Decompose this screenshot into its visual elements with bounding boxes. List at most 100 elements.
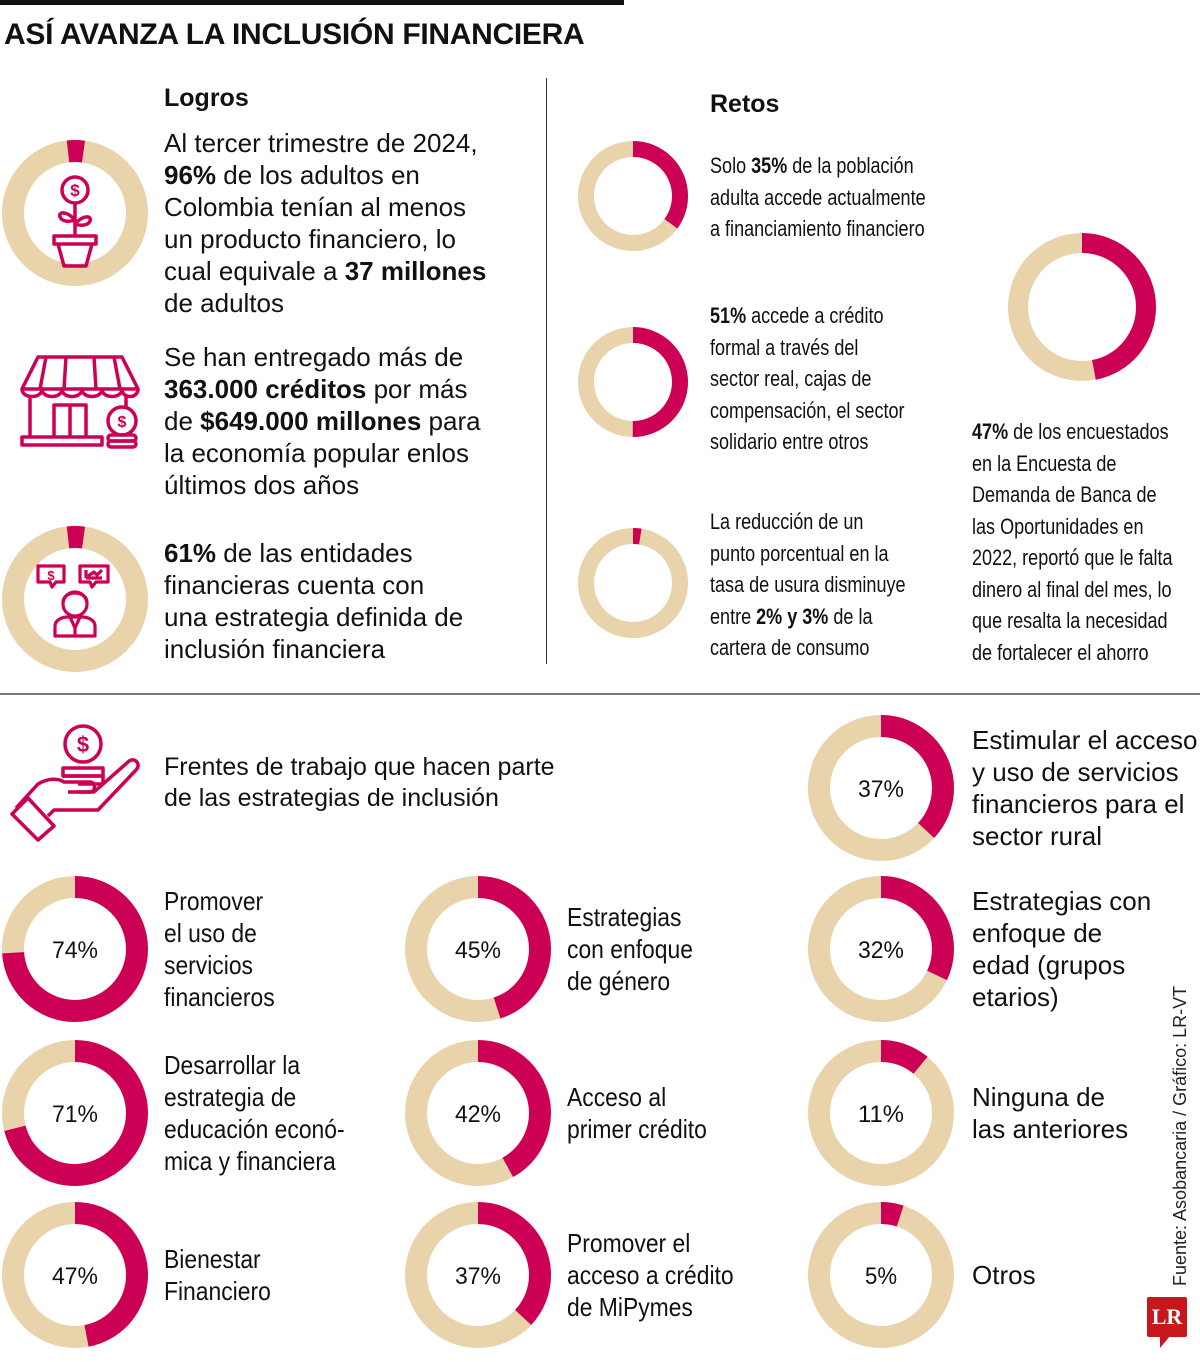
frente-percent: 47% <box>52 1263 98 1290</box>
logro-3-text: 61% de las entidades financieras cuenta c… <box>164 537 463 665</box>
svg-text:$: $ <box>47 568 55 583</box>
text-run: un producto financiero, lo <box>164 224 456 254</box>
text-line: cartera de consumo <box>710 632 906 664</box>
text-line: la economía popular enlos <box>164 437 481 469</box>
frente-percent: 32% <box>858 937 904 964</box>
text-line: 61% de las entidades <box>164 537 463 569</box>
text-line: La reducción de un <box>710 506 906 538</box>
frente-donut: 32% <box>808 876 954 1022</box>
text-run: de adultos <box>164 288 284 318</box>
frente-percent: 45% <box>455 937 501 964</box>
text-line: en la Encuesta de <box>972 448 1173 480</box>
reto-2-text: 51% accede a crédito formal a través del s… <box>710 300 905 458</box>
svg-text:$: $ <box>118 414 127 431</box>
advisor-icon <box>36 564 110 638</box>
text-run: últimos dos años <box>164 470 360 500</box>
text-line: una estrategia definida de <box>164 601 463 633</box>
frente-label-line: el uso de <box>164 918 257 948</box>
frente-label-line: estrategia de <box>164 1082 297 1112</box>
source-credit: Fuente: Asobancaria / Gráfico: LR-VT <box>1170 985 1190 1286</box>
text-run: tasa de usura disminuye <box>710 572 906 597</box>
text-run: cartera de consumo <box>710 635 870 660</box>
svg-text:$: $ <box>77 732 89 757</box>
text-run: a financiamiento financiero <box>710 216 925 241</box>
reto-4-donut <box>1008 233 1156 381</box>
frente-label-line: con enfoque <box>567 934 693 964</box>
highlight-figure: 35% <box>751 153 788 178</box>
text-run: de la población <box>787 153 914 178</box>
frente-label-line: acceso a crédito <box>567 1260 734 1290</box>
frente-label: Desarrollar la estrategia de educación eco… <box>164 1049 345 1177</box>
frente-label: Estrategias con enfoque de edad (grupos eta… <box>972 885 1151 1013</box>
text-run: Colombia tenían al menos <box>164 192 467 222</box>
frente-label: Ninguna de las anteriores <box>972 1081 1128 1145</box>
frente-label-line: Bienestar <box>164 1244 261 1274</box>
frente-label-line: edad (grupos <box>972 950 1126 980</box>
lr-logo-tail <box>1160 1336 1170 1348</box>
logro-1-text: Al tercer trimestre de 2024, 96% de los a… <box>164 127 486 319</box>
frente-label-line: las anteriores <box>972 1114 1129 1144</box>
text-line: Solo 35% de la población <box>710 150 926 182</box>
logro-2-text: Se han entregado más de 363.000 créditos … <box>164 341 481 501</box>
text-line: solidario entre otros <box>710 426 905 458</box>
text-line: Demanda de Banca de <box>972 479 1173 511</box>
text-run: Al tercer trimestre de 2024, <box>164 128 478 158</box>
text-run: La reducción de un <box>710 509 864 534</box>
text-line: inclusión financiera <box>164 633 463 665</box>
reto-1-text: Solo 35% de la población adulta accede ac… <box>710 150 926 245</box>
highlight-figure: 96% <box>164 160 217 190</box>
text-line: las Oportunidades en <box>972 511 1173 543</box>
frente-label-line: financieros <box>164 982 275 1012</box>
highlight-figure: 2% y 3% <box>756 603 829 629</box>
text-line: últimos dos años <box>164 469 481 501</box>
frente-label-line: Estrategias <box>567 902 682 932</box>
frente-label-line: Otros <box>972 1260 1036 1290</box>
text-run: punto porcentual en la <box>710 540 889 566</box>
frente-percent: 74% <box>52 937 98 964</box>
frente-donut: 42% <box>405 1040 551 1186</box>
frente-label-line: primer crédito <box>567 1114 707 1144</box>
frente-donut: 45% <box>405 876 551 1022</box>
frente-label-line: de género <box>567 966 671 996</box>
frente-donut: 37% <box>405 1202 551 1348</box>
text-line: formal a través del <box>710 332 905 364</box>
frente-donut: 47% <box>2 1202 148 1348</box>
text-run: que resalta la necesidad <box>972 608 1168 633</box>
frente-label: Otros <box>972 1259 1036 1291</box>
frente-label-line: enfoque de <box>972 918 1103 948</box>
lr-logo: LR <box>1147 1297 1187 1337</box>
text-line: Al tercer trimestre de 2024, <box>164 127 486 159</box>
frente-label-line: educación econó- <box>164 1114 345 1144</box>
text-line: 51% accede a crédito <box>710 300 905 332</box>
highlight-figure: $649.000 millones <box>200 406 422 436</box>
frente-donut: 74% <box>2 876 148 1022</box>
reto-2-donut <box>578 327 688 437</box>
text-run: de las entidades <box>216 538 413 568</box>
frentes-heading-line-1: Frentes de trabajo que hacen parte <box>164 753 555 781</box>
text-run: inclusión financiera <box>164 634 386 664</box>
text-line: tasa de usura disminuye <box>710 569 906 601</box>
text-line: financieras cuenta con <box>164 569 463 601</box>
text-line: un producto financiero, lo <box>164 223 486 255</box>
frente-donut: 71% <box>2 1040 148 1186</box>
text-run: sector real, cajas de <box>710 366 872 391</box>
highlight-figure: 51% <box>710 303 747 328</box>
text-run: formal a través del <box>710 334 859 360</box>
frente-percent: 37% <box>455 1263 501 1290</box>
text-line: 363.000 créditos por más <box>164 373 481 405</box>
text-run: una estrategia definida de <box>164 602 464 632</box>
text-line: que resalta la necesidad <box>972 605 1173 637</box>
frente-label-line: Estimular el acceso <box>972 725 1198 755</box>
text-run: para <box>421 406 481 436</box>
frente-percent: 11% <box>858 1101 904 1128</box>
text-line: adulta accede actualmente <box>710 182 926 214</box>
text-line: 2022, reportó que le falta <box>972 542 1173 574</box>
frente-label-line: financieros para el <box>972 789 1185 819</box>
text-run: dinero al final del mes, lo <box>972 576 1172 602</box>
text-run: entre <box>710 603 757 629</box>
text-run: de <box>164 406 201 436</box>
text-line: a financiamiento financiero <box>710 213 926 245</box>
frente-label-line: etarios) <box>972 982 1059 1012</box>
text-run: de fortalecer el ahorro <box>972 639 1149 665</box>
page-title: ASÍ AVANZA LA INCLUSIÓN FINANCIERA <box>4 18 585 51</box>
